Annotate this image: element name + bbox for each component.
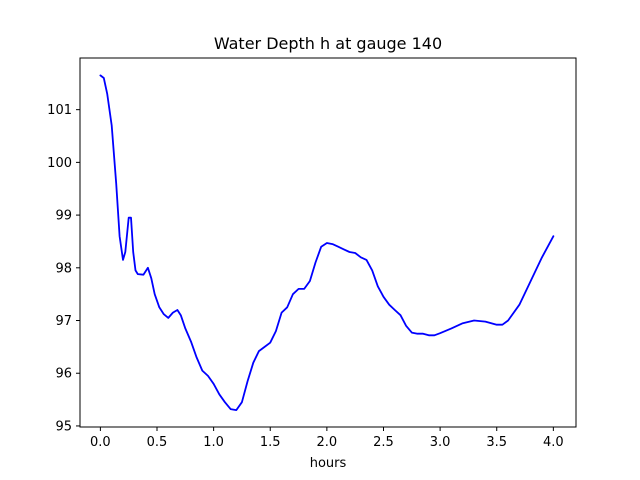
x-axis-ticks: 0.0 0.5 1.0 1.5 2.0 2.5 3.0 3.5 4.0	[90, 427, 564, 450]
y-tick-label: 96	[55, 367, 72, 382]
y-tick-label: 99	[55, 209, 72, 224]
x-tick-label: 2.0	[317, 435, 338, 450]
x-tick-label: 3.5	[486, 435, 507, 450]
plot-area-frame	[79, 57, 577, 428]
series-line-water-depth	[99, 74, 555, 412]
x-tick-label: 3.0	[430, 435, 451, 450]
x-tick-label: 4.0	[543, 435, 564, 450]
x-tick-label: 0.5	[147, 435, 168, 450]
x-tick-label: 2.5	[373, 435, 394, 450]
y-tick-label: 101	[47, 103, 72, 118]
y-axis-ticks: 95 96 97 98 99 100 101	[47, 103, 80, 434]
y-tick-label: 95	[55, 419, 72, 434]
y-tick-label: 97	[55, 314, 72, 329]
chart-title: Water Depth h at gauge 140	[214, 34, 442, 53]
x-tick-label: 1.0	[203, 435, 224, 450]
x-tick-label: 0.0	[90, 435, 111, 450]
x-tick-label: 1.5	[260, 435, 281, 450]
y-tick-label: 98	[55, 261, 72, 276]
y-tick-label: 100	[47, 156, 72, 171]
x-axis-label: hours	[310, 456, 347, 471]
